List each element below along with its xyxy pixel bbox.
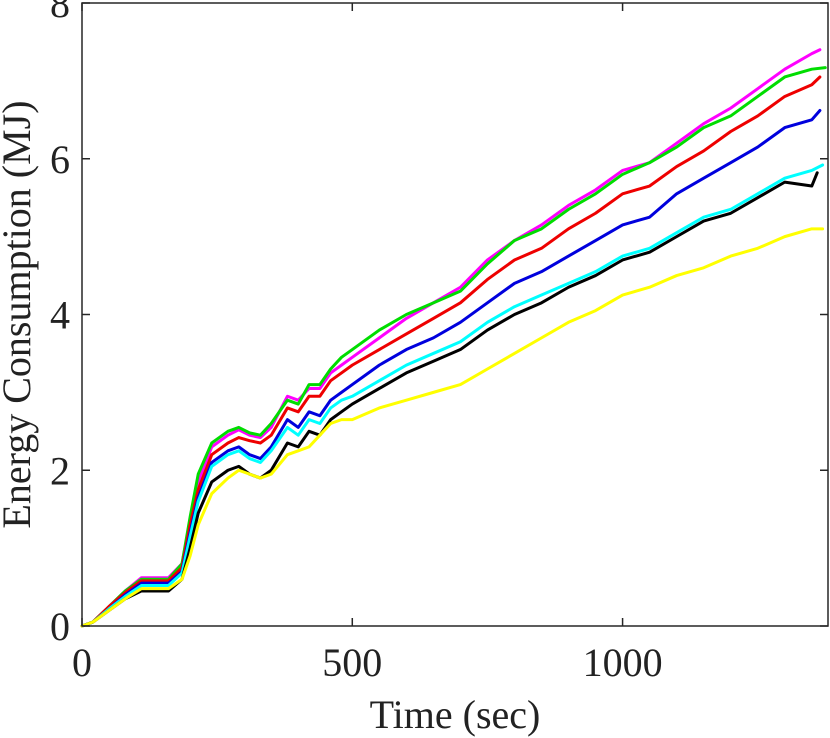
y-tick-label: 8 <box>50 0 70 26</box>
y-tick-label: 0 <box>50 604 70 649</box>
x-tick-label: 1000 <box>583 640 663 685</box>
x-tick-label: 0 <box>72 640 92 685</box>
x-tick-label: 500 <box>322 640 382 685</box>
series-line-6 <box>80 171 819 628</box>
y-tick-label: 2 <box>50 448 70 493</box>
tick-layer: 0 500 1000 0 2 4 6 8 <box>50 0 828 685</box>
y-tick-label: 4 <box>50 293 70 338</box>
series-line-5 <box>80 163 825 628</box>
x-axis-label: Time (sec) <box>370 692 541 737</box>
series-line-7 <box>80 227 825 628</box>
y-axis-label: Energy Consumption (MJ) <box>0 100 39 528</box>
series-layer <box>80 48 827 628</box>
y-tick-label: 6 <box>50 137 70 182</box>
